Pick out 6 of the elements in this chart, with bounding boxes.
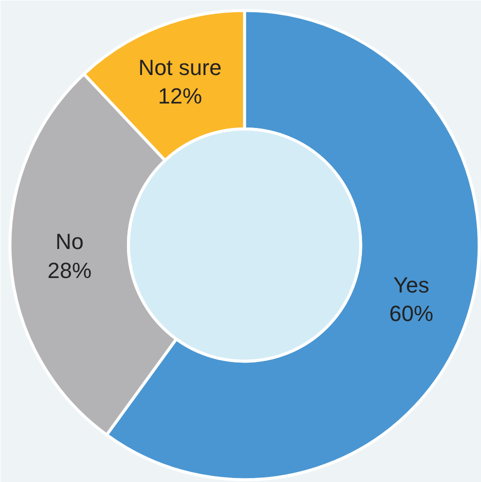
- slice-label: No: [56, 229, 84, 254]
- slice-label: Yes: [393, 272, 430, 298]
- data-label: 60%: [389, 301, 434, 326]
- data-label: 28%: [48, 258, 92, 283]
- slice-label: Not sure: [138, 54, 222, 80]
- data-label: 12%: [158, 84, 202, 109]
